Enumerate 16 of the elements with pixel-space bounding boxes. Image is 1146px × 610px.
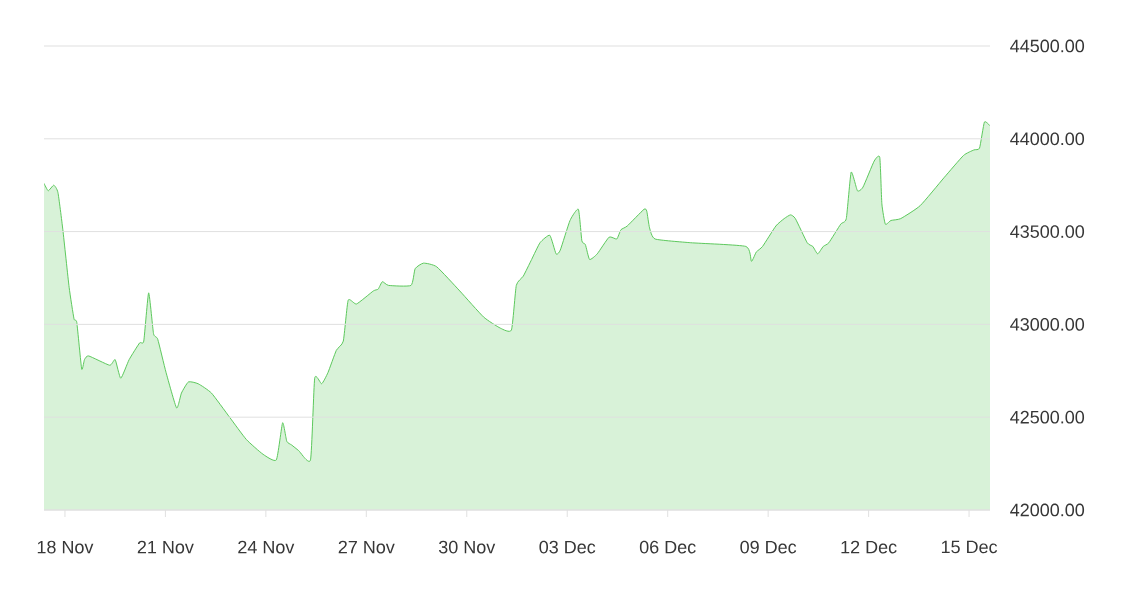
x-tick-label: 21 Nov (137, 540, 194, 554)
y-tick-label: 42500.00 (1010, 410, 1085, 424)
y-tick-label: 44500.00 (1010, 39, 1085, 53)
x-tick-label: 15 Dec (941, 540, 998, 554)
x-tick-label: 12 Dec (841, 540, 897, 554)
x-tick-label: 27 Nov (338, 540, 395, 554)
x-tick-label: 06 Dec (639, 540, 696, 554)
y-tick-label: 43000.00 (1010, 318, 1085, 331)
x-tick-label: 09 Dec (740, 540, 797, 554)
y-tick-label: 43500.00 (1010, 225, 1085, 238)
x-tick-label: 18 Nov (37, 540, 94, 554)
y-tick-label: 42000.00 (1010, 503, 1085, 517)
y-tick-label: 44000.00 (1010, 132, 1085, 146)
x-tick-label: 03 Dec (539, 540, 596, 554)
x-tick-label: 24 Nov (238, 540, 295, 554)
x-tick-label: 30 Nov (438, 540, 496, 554)
